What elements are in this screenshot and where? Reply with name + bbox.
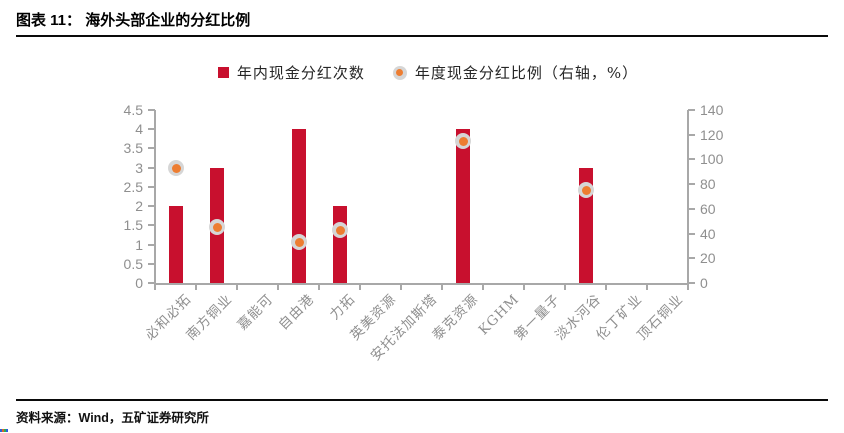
bar-泰克资源 bbox=[455, 129, 470, 283]
y-axis-right-tick-label: 60 bbox=[700, 200, 716, 217]
dot-力拓 bbox=[335, 225, 345, 235]
dot-南方铜业 bbox=[212, 223, 222, 233]
x-axis-tick bbox=[687, 285, 689, 290]
dot-自由港 bbox=[294, 238, 304, 248]
y-axis-right-tick bbox=[688, 282, 695, 284]
y-axis-right-tick bbox=[688, 158, 695, 161]
y-axis-left-tick-label: 0.5 bbox=[123, 255, 143, 272]
y-axis-right-tick-label: 80 bbox=[700, 176, 716, 193]
y-axis-left-tick bbox=[148, 147, 155, 150]
y-axis-left-tick-label: 3 bbox=[135, 159, 143, 176]
x-axis-tick bbox=[277, 285, 279, 290]
bar-series-swatch bbox=[217, 67, 229, 78]
y-axis-left-tick-label: 1.5 bbox=[123, 217, 143, 234]
dot-泰克资源 bbox=[458, 136, 468, 146]
y-axis-right-tick bbox=[688, 207, 695, 210]
source-note: 资料来源：Wind，五矿证券研究所 bbox=[16, 411, 209, 425]
legend-label-dot-series: 年度现金分红比例（右轴，%） bbox=[414, 64, 639, 82]
y-axis-left-tick bbox=[148, 128, 155, 131]
y-axis-right-tick bbox=[688, 257, 695, 260]
x-axis-tick bbox=[441, 285, 443, 290]
y-axis-left-tick-label: 0 bbox=[135, 275, 143, 291]
legend-label-bar-series: 年内现金分红次数 bbox=[236, 64, 365, 82]
x-axis-tick bbox=[154, 285, 156, 290]
x-axis-tick bbox=[195, 285, 197, 290]
x-axis-tick bbox=[482, 285, 484, 290]
dot-淡水河谷 bbox=[581, 186, 591, 196]
y-axis-left-tick bbox=[148, 109, 155, 111]
source-divider bbox=[16, 399, 828, 401]
y-axis-left-tick-label: 1 bbox=[135, 236, 143, 253]
y-axis-left-tick-label: 2 bbox=[135, 198, 143, 215]
y-axis-left-tick-label: 3.5 bbox=[123, 140, 143, 157]
dot-必和必拓 bbox=[171, 164, 181, 174]
y-axis-right bbox=[687, 110, 689, 283]
y-axis-right-tick bbox=[688, 133, 695, 136]
title-divider bbox=[16, 35, 828, 37]
y-axis-right-tick-label: 120 bbox=[700, 126, 724, 143]
y-axis-left-tick bbox=[148, 282, 155, 284]
y-axis-right-tick bbox=[688, 183, 695, 186]
y-axis-right-tick-label: 100 bbox=[700, 151, 724, 168]
legend-item-dot-series: 年度现金分红比例（右轴，%） bbox=[392, 62, 639, 83]
y-axis-right-tick-label: 0 bbox=[700, 275, 708, 291]
bar-必和必拓 bbox=[168, 206, 183, 283]
y-axis-left-tick bbox=[148, 224, 155, 227]
y-axis-right-tick-label: 40 bbox=[700, 225, 716, 242]
x-axis bbox=[154, 283, 689, 285]
y-axis-left-tick bbox=[148, 185, 155, 188]
y-axis-left-tick-label: 4 bbox=[135, 121, 143, 138]
x-axis-tick bbox=[318, 285, 320, 290]
y-axis-right-tick-label: 20 bbox=[700, 250, 716, 267]
figure-title: 图表 11： 海外头部企业的分红比例 bbox=[16, 12, 251, 29]
bar-力拓 bbox=[332, 206, 347, 283]
x-axis-tick bbox=[564, 285, 566, 290]
y-axis-left-tick-label: 4.5 bbox=[123, 102, 143, 118]
chart-legend: 年内现金分红次数 年度现金分红比例（右轴，%） bbox=[0, 62, 844, 83]
y-axis-right-tick bbox=[688, 109, 695, 111]
y-axis-right-tick-label: 140 bbox=[700, 102, 724, 118]
x-axis-tick bbox=[359, 285, 361, 290]
x-axis-tick bbox=[236, 285, 238, 290]
x-axis-tick bbox=[605, 285, 607, 290]
y-axis-right-tick bbox=[688, 232, 695, 235]
x-axis-tick bbox=[523, 285, 525, 290]
screen-artifact bbox=[0, 429, 8, 432]
y-axis-left-tick bbox=[148, 262, 155, 265]
legend-item-bar-series: 年内现金分红次数 bbox=[217, 62, 365, 83]
dot-series-swatch-inner bbox=[396, 69, 404, 76]
dot-series-swatch bbox=[392, 65, 407, 80]
y-axis-left-tick bbox=[148, 205, 155, 208]
x-axis-tick bbox=[400, 285, 402, 290]
x-axis-tick bbox=[646, 285, 648, 290]
bar-自由港 bbox=[291, 129, 306, 283]
y-axis-left-tick bbox=[148, 166, 155, 169]
y-axis-left-tick bbox=[148, 243, 155, 246]
y-axis-left-tick-label: 2.5 bbox=[123, 178, 143, 195]
y-axis-left bbox=[154, 110, 156, 283]
